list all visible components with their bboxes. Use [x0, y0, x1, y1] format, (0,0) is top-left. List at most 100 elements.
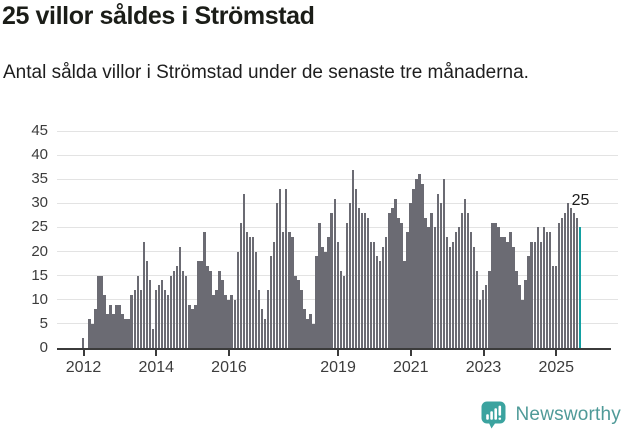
bar — [560, 217, 564, 348]
bar — [521, 299, 524, 348]
bar — [182, 270, 185, 348]
x-axis-line — [57, 348, 611, 350]
x-axis-tick — [227, 350, 230, 356]
bar — [230, 294, 233, 348]
bar — [160, 280, 164, 348]
bar — [215, 290, 218, 348]
bar — [112, 314, 115, 348]
bar — [475, 270, 479, 348]
bar — [506, 241, 509, 348]
bar — [263, 319, 267, 348]
bar — [575, 217, 579, 348]
bar — [291, 237, 294, 348]
bar — [509, 232, 512, 348]
bar — [169, 275, 173, 348]
brand-footer[interactable]: Newsworthy — [480, 397, 621, 433]
bar — [94, 309, 97, 348]
bar — [557, 222, 561, 348]
bar — [221, 280, 224, 348]
bar — [382, 246, 385, 348]
bar — [482, 290, 485, 348]
bar — [330, 212, 333, 348]
y-axis-tick-label: 30 — [31, 194, 48, 212]
bar — [554, 266, 558, 348]
x-axis-tick — [409, 350, 412, 356]
bar — [551, 266, 555, 348]
x-axis-tick — [82, 350, 85, 356]
bar — [572, 212, 576, 348]
bar — [563, 212, 567, 348]
bar — [406, 232, 409, 348]
bar — [272, 241, 276, 348]
x-axis-tick-label: 2025 — [538, 359, 575, 376]
bar — [91, 323, 94, 348]
bar — [515, 270, 518, 348]
bar — [445, 237, 449, 348]
bar — [288, 232, 291, 348]
x-axis-tick — [337, 350, 340, 356]
bar — [306, 319, 309, 348]
bar — [148, 280, 152, 348]
bar — [178, 246, 182, 348]
highlight-bar — [578, 227, 582, 348]
x-axis-tick-label: 2012 — [65, 359, 102, 376]
bar — [197, 261, 200, 348]
bar — [424, 217, 427, 348]
bar — [439, 203, 443, 348]
bar — [224, 294, 227, 348]
bar — [266, 290, 270, 348]
bar — [139, 290, 143, 348]
gridline — [57, 154, 618, 156]
bar — [548, 232, 552, 348]
bar — [227, 299, 230, 348]
y-axis-tick-label: 15 — [31, 266, 48, 284]
bar — [542, 227, 546, 348]
bar — [466, 212, 470, 348]
bar — [260, 309, 264, 348]
gridline — [57, 178, 618, 180]
bar — [409, 203, 412, 348]
bar — [512, 246, 515, 348]
bar — [136, 275, 139, 348]
bar — [336, 241, 339, 348]
bar — [242, 193, 246, 348]
bar — [194, 304, 197, 348]
bar — [497, 227, 500, 348]
gridline — [57, 226, 618, 228]
bar — [294, 275, 297, 348]
bar — [254, 251, 258, 348]
y-axis-tick-label: 20 — [31, 242, 48, 260]
bar — [491, 222, 494, 348]
bar — [321, 246, 324, 348]
bar — [142, 241, 146, 348]
chart-subtitle: Antal sålda villor i Strömstad under de … — [3, 62, 529, 83]
bar — [500, 237, 503, 348]
bar — [257, 290, 261, 348]
bar — [524, 280, 527, 348]
bar — [530, 241, 533, 348]
bar — [527, 256, 530, 348]
x-axis-tick-label: 2019 — [320, 359, 356, 376]
bar — [97, 275, 100, 348]
y-axis-tick-label: 10 — [31, 290, 48, 308]
bar — [457, 227, 461, 348]
bar — [372, 241, 376, 348]
bar — [309, 314, 312, 348]
bar — [82, 338, 85, 348]
bar — [121, 314, 124, 348]
bar — [494, 222, 497, 348]
bar — [472, 246, 476, 348]
y-axis-tick-label: 0 — [39, 339, 48, 356]
x-axis-tick — [155, 350, 158, 356]
bar — [418, 174, 421, 348]
x-axis-tick-label: 2021 — [392, 359, 429, 376]
bar — [282, 232, 285, 348]
last-value-label: 25 — [571, 192, 590, 210]
bar — [397, 217, 400, 348]
bar — [318, 222, 321, 348]
bar — [427, 227, 430, 348]
x-axis-tick-label: 2023 — [465, 359, 502, 376]
bar — [245, 232, 249, 348]
bar — [185, 275, 188, 348]
